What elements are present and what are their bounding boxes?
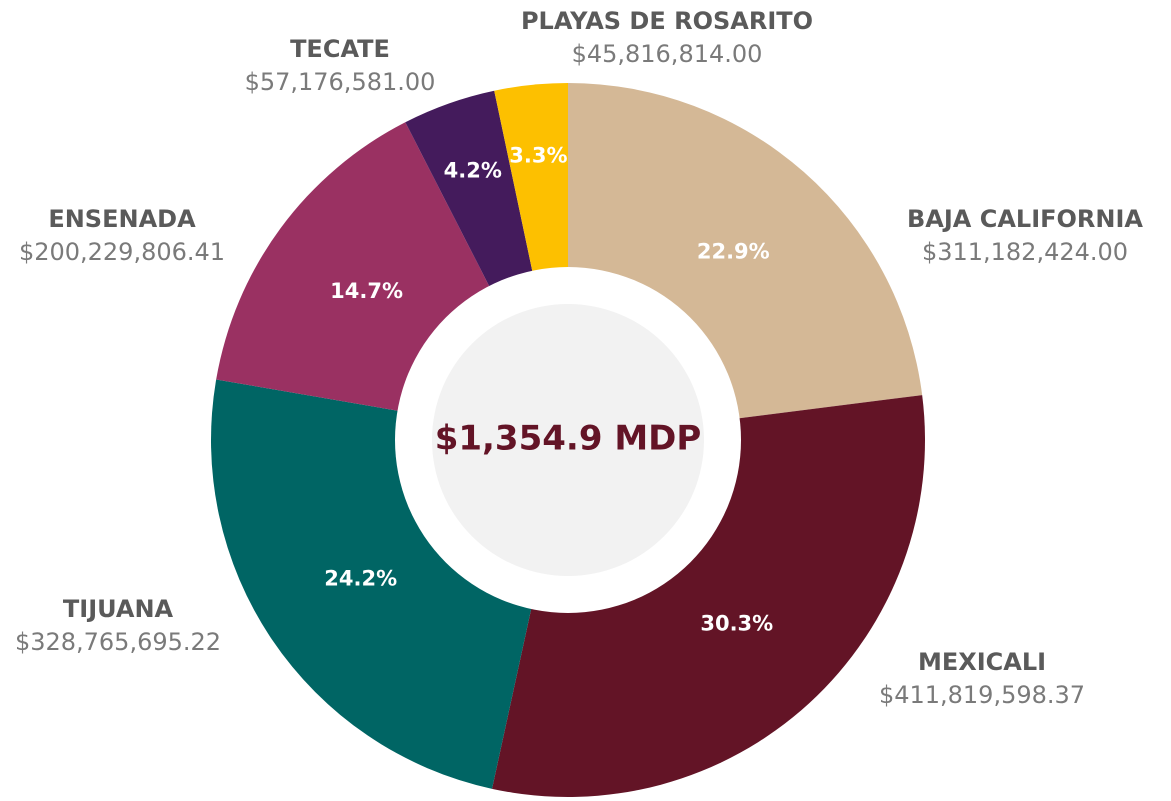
amount-label: $311,182,424.00 (922, 238, 1128, 266)
amount-label: $57,176,581.00 (245, 68, 436, 96)
category-label: ENSENADA (48, 205, 196, 233)
category-label: TECATE (290, 35, 390, 63)
amount-label: $45,816,814.00 (572, 40, 763, 68)
amount-label: $411,819,598.37 (879, 681, 1085, 709)
category-label: BAJA CALIFORNIA (907, 205, 1143, 233)
percent-label: 30.3% (700, 611, 773, 635)
amount-label: $200,229,806.41 (19, 238, 225, 266)
percent-label: 3.3% (509, 144, 567, 168)
center-label: $1,354.9 MDP (435, 419, 702, 459)
category-label: MEXICALI (918, 648, 1046, 676)
center-disc (432, 304, 704, 576)
category-label: PLAYAS DE ROSARITO (521, 7, 813, 35)
amount-label: $328,765,695.22 (15, 628, 221, 656)
percent-label: 14.7% (330, 279, 403, 303)
percent-label: 24.2% (324, 567, 397, 591)
percent-label: 22.9% (697, 239, 770, 263)
percent-label: 4.2% (444, 158, 502, 182)
category-label: TIJUANA (63, 595, 174, 623)
